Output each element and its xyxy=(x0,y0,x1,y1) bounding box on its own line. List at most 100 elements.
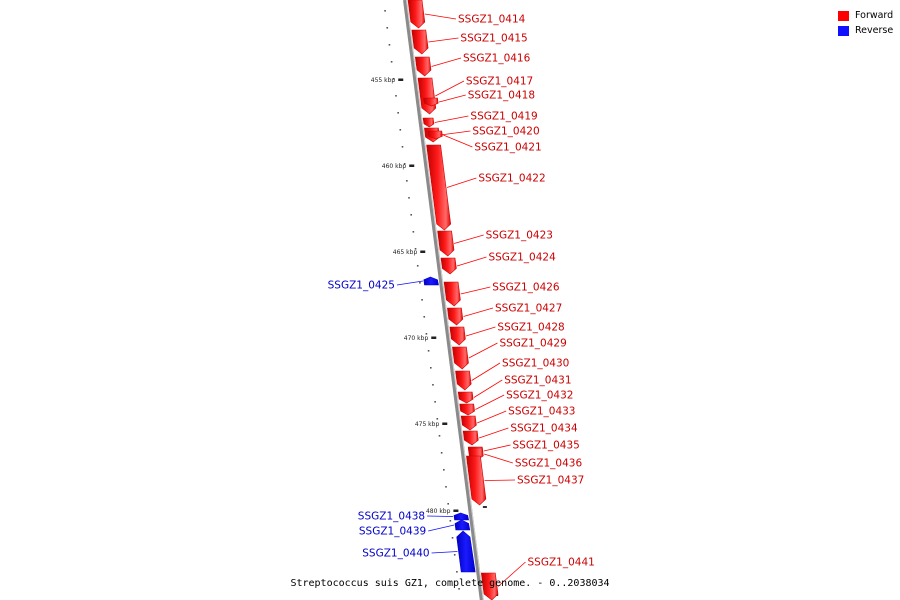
gene-label: SSGZ1_0425 xyxy=(328,280,395,292)
leader-line xyxy=(475,394,505,410)
major-tick xyxy=(442,422,448,425)
gene-SSGZ1_0431 xyxy=(457,391,474,404)
leader-line xyxy=(468,342,498,359)
gene-label: SSGZ1_0423 xyxy=(486,230,553,242)
gene-SSGZ1_0438 xyxy=(453,512,469,521)
leader-line xyxy=(435,80,465,97)
gene-label: SSGZ1_0433 xyxy=(508,406,575,418)
leader-line xyxy=(443,134,473,148)
gene-labels: SSGZ1_0414 SSGZ1_0415 SSGZ1_0416 SSGZ1_0417… xyxy=(328,14,595,587)
leader-line xyxy=(476,410,507,424)
leader-line xyxy=(484,479,516,481)
leader-line xyxy=(428,37,459,43)
gene-label: SSGZ1_0428 xyxy=(497,322,564,334)
legend-reverse-label: Reverse xyxy=(855,25,894,36)
gene-SSGZ1_0421 xyxy=(427,130,443,140)
gene-SSGZ1_0433 xyxy=(460,415,477,431)
gene-label: SSGZ1_0419 xyxy=(470,111,537,123)
leader-line xyxy=(396,280,424,286)
gene-SSGZ1_0440 xyxy=(456,530,476,573)
leader-line xyxy=(478,427,509,439)
scale-ticks: 455 kbp 460 kbp 465 kbp 470 kbp 475 kbp 480 k… xyxy=(371,10,499,596)
leader-line xyxy=(438,94,466,103)
gene-label: SSGZ1_0424 xyxy=(488,252,556,264)
reverse-swatch xyxy=(838,25,849,36)
gene-SSGZ1_0434 xyxy=(462,430,479,446)
major-tick xyxy=(453,509,459,512)
gene-SSGZ1_0425 xyxy=(423,276,439,286)
major-tick xyxy=(398,78,404,81)
leader-line xyxy=(483,444,511,452)
leader-line xyxy=(431,57,462,67)
major-tick xyxy=(431,336,437,339)
leader-line xyxy=(483,453,513,464)
legend-forward-label: Forward xyxy=(855,10,894,21)
leader-line xyxy=(460,286,491,295)
gene-features xyxy=(407,0,499,600)
leader-line xyxy=(456,256,487,267)
leader-line xyxy=(454,234,484,244)
gene-label: SSGZ1_0415 xyxy=(460,33,527,45)
gene-SSGZ1_0426 xyxy=(443,281,461,307)
legend: Forward Reverse xyxy=(838,8,893,38)
gene-SSGZ1_0429 xyxy=(452,346,469,370)
gene-SSGZ1_0419 xyxy=(422,117,435,128)
tick-label: 470 kbp xyxy=(404,335,429,342)
gene-SSGZ1_0414 xyxy=(407,0,426,29)
gene-label: SSGZ1_0437 xyxy=(517,475,584,487)
tick-label: 465 kbp xyxy=(393,249,418,256)
gene-label: SSGZ1_0431 xyxy=(504,375,571,387)
gene-SSGZ1_0428 xyxy=(449,326,466,346)
leader-line xyxy=(446,177,477,188)
tick-label: 475 kbp xyxy=(415,421,440,428)
gene-SSGZ1_0423 xyxy=(437,230,455,257)
leader-line xyxy=(424,13,457,20)
gene-SSGZ1_0441 xyxy=(480,572,499,600)
forward-swatch xyxy=(838,10,849,21)
genome-caption: Streptococcus suis GZ1, complete genome.… xyxy=(290,578,610,589)
gene-label: SSGZ1_0426 xyxy=(492,282,560,294)
tick-label: 480 kbp xyxy=(426,508,451,515)
gene-label: SSGZ1_0418 xyxy=(468,90,535,102)
leader-line xyxy=(471,362,501,381)
gene-label: SSGZ1_0441 xyxy=(528,557,595,569)
leader-line xyxy=(431,551,458,554)
gene-label: SSGZ1_0422 xyxy=(478,173,545,185)
gene-SSGZ1_0416 xyxy=(414,56,432,77)
genome-backbone xyxy=(403,0,484,600)
gene-SSGZ1_0418 xyxy=(423,97,439,107)
gene-label: SSGZ1_0439 xyxy=(359,526,426,538)
leader-line xyxy=(497,561,526,587)
major-tick xyxy=(420,250,426,253)
gene-SSGZ1_0415 xyxy=(411,29,429,55)
gene-label: SSGZ1_0432 xyxy=(506,390,573,402)
gene-label: SSGZ1_0434 xyxy=(510,423,578,435)
gene-label: SSGZ1_0417 xyxy=(466,76,533,88)
gene-SSGZ1_0424 xyxy=(440,257,457,275)
legend-forward: Forward xyxy=(838,8,893,23)
leader-line xyxy=(428,524,455,532)
gene-label: SSGZ1_0438 xyxy=(358,511,425,523)
gene-label: SSGZ1_0440 xyxy=(362,548,429,560)
major-tick xyxy=(409,164,415,167)
gene-SSGZ1_0422 xyxy=(426,144,452,231)
legend-reverse: Reverse xyxy=(838,23,893,38)
gene-label: SSGZ1_0416 xyxy=(463,53,531,65)
leader-line xyxy=(427,515,454,517)
gene-SSGZ1_0430 xyxy=(455,370,472,391)
gene-SSGZ1_0432 xyxy=(459,403,475,416)
leader-line xyxy=(434,115,469,123)
gene-SSGZ1_0437 xyxy=(466,455,487,506)
gene-label: SSGZ1_0430 xyxy=(502,358,569,370)
leader-line xyxy=(465,326,496,337)
gene-label: SSGZ1_0435 xyxy=(513,440,580,452)
tick-label: 455 kbp xyxy=(371,77,396,84)
gene-label: SSGZ1_0429 xyxy=(499,338,566,350)
gene-label: SSGZ1_0427 xyxy=(495,303,562,315)
gene-SSGZ1_0427 xyxy=(447,307,464,326)
gene-SSGZ1_0439 xyxy=(454,519,471,531)
gene-label: SSGZ1_0414 xyxy=(458,14,526,26)
leader-line xyxy=(473,379,503,398)
gene-label: SSGZ1_0421 xyxy=(474,142,541,154)
